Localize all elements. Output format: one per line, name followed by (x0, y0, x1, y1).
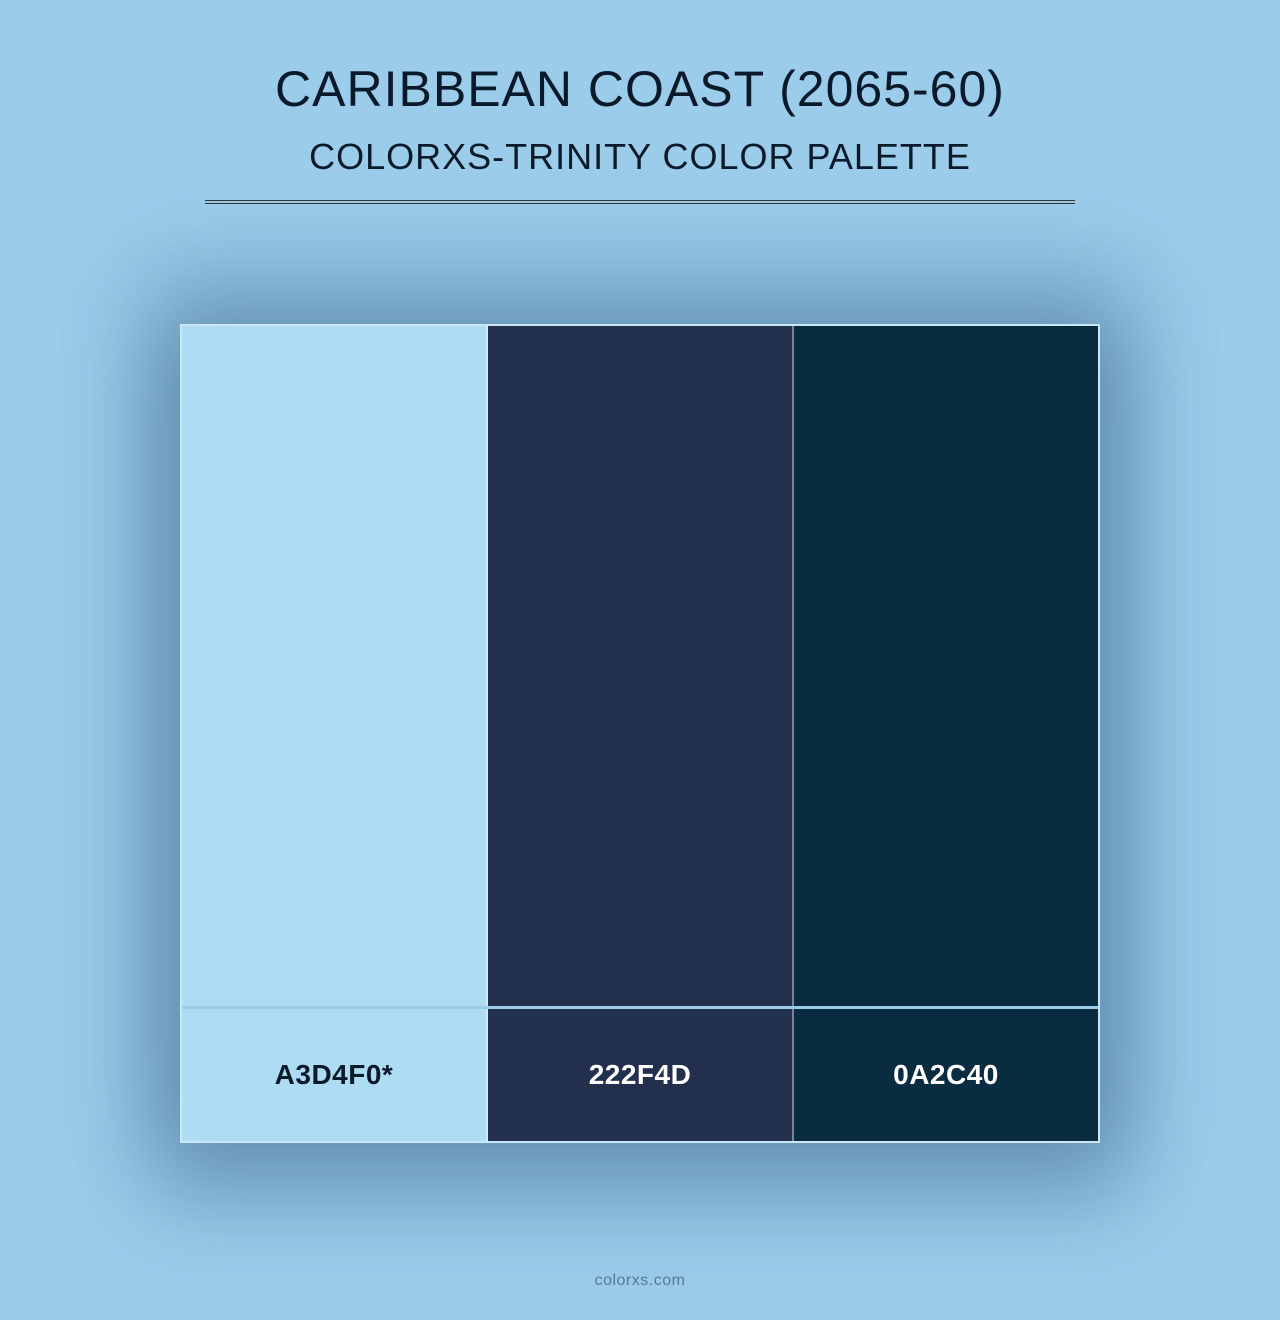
page-title: CARIBBEAN COAST (2065-60) (205, 60, 1075, 118)
header: CARIBBEAN COAST (2065-60) COLORXS-TRINIT… (205, 60, 1075, 204)
title-divider (205, 200, 1075, 204)
color-label-2: 0A2C40 (794, 1009, 1098, 1141)
footer-credit: colorxs.com (595, 1272, 686, 1290)
color-swatch-1 (488, 326, 794, 1006)
page-subtitle: COLORXS-TRINITY COLOR PALETTE (205, 136, 1075, 178)
label-row: A3D4F0* 222F4D 0A2C40 (182, 1006, 1098, 1141)
color-hex-label: 0A2C40 (893, 1059, 999, 1091)
color-hex-label: A3D4F0* (275, 1059, 394, 1091)
color-hex-label: 222F4D (589, 1059, 692, 1091)
color-swatch-2 (794, 326, 1098, 1006)
color-label-0: A3D4F0* (182, 1009, 488, 1141)
color-label-1: 222F4D (488, 1009, 794, 1141)
swatch-row (182, 326, 1098, 1006)
color-swatch-0 (182, 326, 488, 1006)
palette-container: A3D4F0* 222F4D 0A2C40 (180, 324, 1100, 1143)
